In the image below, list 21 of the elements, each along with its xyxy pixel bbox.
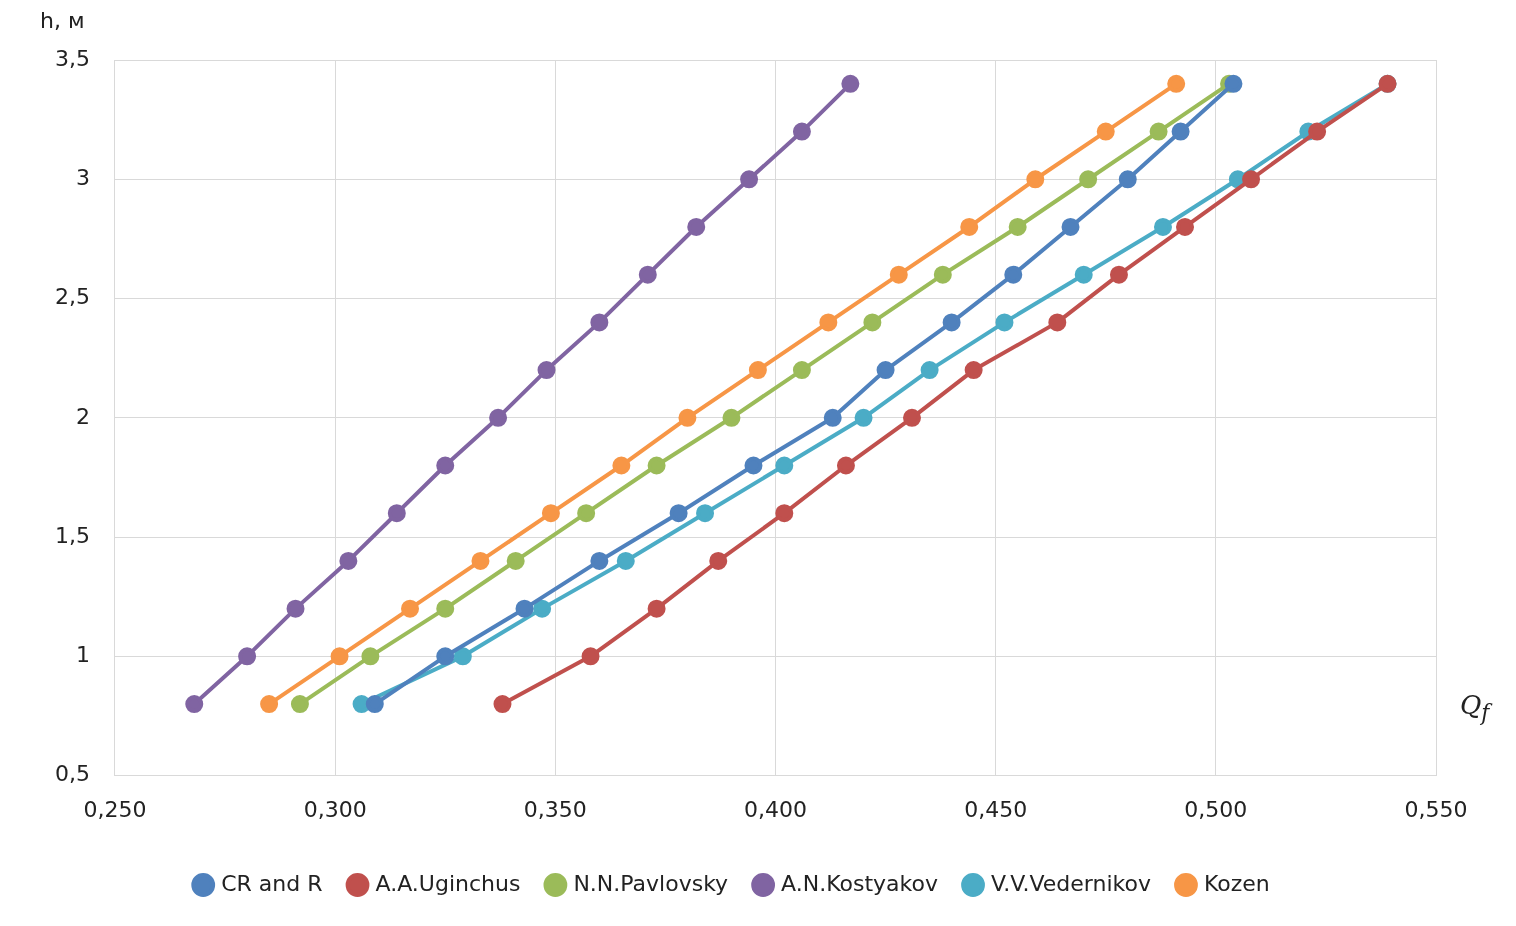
x-tick-label: 0,300 bbox=[303, 796, 367, 822]
y-axis-title: h, м bbox=[40, 8, 85, 33]
y-tick-label: 3 bbox=[75, 164, 90, 190]
legend-label: CR and R bbox=[221, 870, 323, 896]
legend-label: Kozen bbox=[1203, 870, 1270, 896]
y-tick-label: 1,5 bbox=[54, 522, 90, 548]
y-tick-label: 2 bbox=[75, 403, 90, 429]
legend-label: A.A.Uginchus bbox=[375, 870, 521, 896]
legend-label: V.V.Vedernikov bbox=[991, 870, 1151, 896]
legend-label: A.N.Kostyakov bbox=[781, 870, 939, 896]
y-tick-label: 1 bbox=[75, 642, 90, 668]
y-tick-label: 2,5 bbox=[54, 284, 90, 310]
y-tick-label: 0,5 bbox=[54, 761, 90, 787]
x-tick-label: 0,500 bbox=[1184, 796, 1248, 822]
x-tick-label: 0,550 bbox=[1404, 796, 1468, 822]
x-tick-label: 0,450 bbox=[964, 796, 1028, 822]
x-tick-label: 0,350 bbox=[523, 796, 587, 822]
x-tick-label: 0,400 bbox=[744, 796, 807, 822]
legend-label: N.N.Pavlovsky bbox=[573, 870, 729, 896]
x-tick-label: 0,250 bbox=[83, 796, 147, 822]
y-tick-label: 3,5 bbox=[54, 45, 90, 71]
